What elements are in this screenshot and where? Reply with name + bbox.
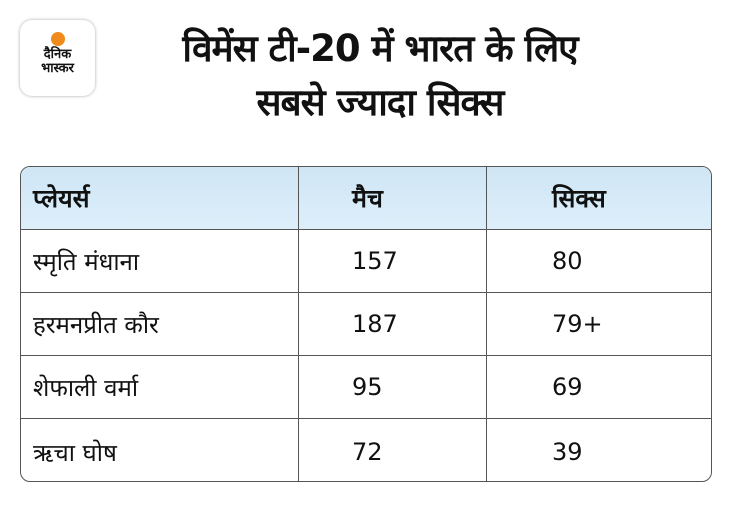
matches: 72 (299, 419, 487, 481)
header-players: प्लेयर्स (21, 167, 299, 229)
player-name: ऋचा घोष (21, 419, 299, 481)
player-name: हरमनप्रीत कौर (21, 293, 299, 355)
table-row: हरमनप्रीत कौर 187 79+ (21, 293, 711, 356)
sixes: 39 (552, 438, 583, 466)
page-title: विमेंस टी-20 में भारत के लिए सबसे ज्यादा… (100, 22, 660, 130)
header-matches: मैच (299, 167, 487, 229)
table-row: शेफाली वर्मा 95 69 (21, 356, 711, 419)
logo-line2: भास्कर (41, 61, 74, 76)
sixes: 69 (552, 373, 583, 401)
title-line1: विमेंस टी-20 में भारत के लिए (182, 27, 578, 70)
table-row: ऋचा घोष 72 39 (21, 419, 711, 481)
sixes-table: प्लेयर्स मैच सिक्स स्मृति मंधाना 157 80 … (20, 166, 712, 482)
sixes: 80 (552, 247, 583, 275)
title-line2: सबसे ज्यादा सिक्स (256, 81, 505, 124)
logo-line1: दैनिक (43, 47, 72, 62)
player-name: स्मृति मंधाना (21, 230, 299, 292)
sixes: 79+ (552, 310, 603, 338)
sun-icon (50, 32, 65, 46)
table-header: प्लेयर्स मैच सिक्स (21, 167, 711, 230)
dainik-bhaskar-logo: दैनिक भास्कर (20, 20, 95, 96)
table-row: स्मृति मंधाना 157 80 (21, 230, 711, 293)
header-sixes: सिक्स (552, 184, 606, 213)
matches: 187 (299, 293, 487, 355)
matches: 157 (299, 230, 487, 292)
matches: 95 (299, 356, 487, 418)
player-name: शेफाली वर्मा (21, 356, 299, 418)
